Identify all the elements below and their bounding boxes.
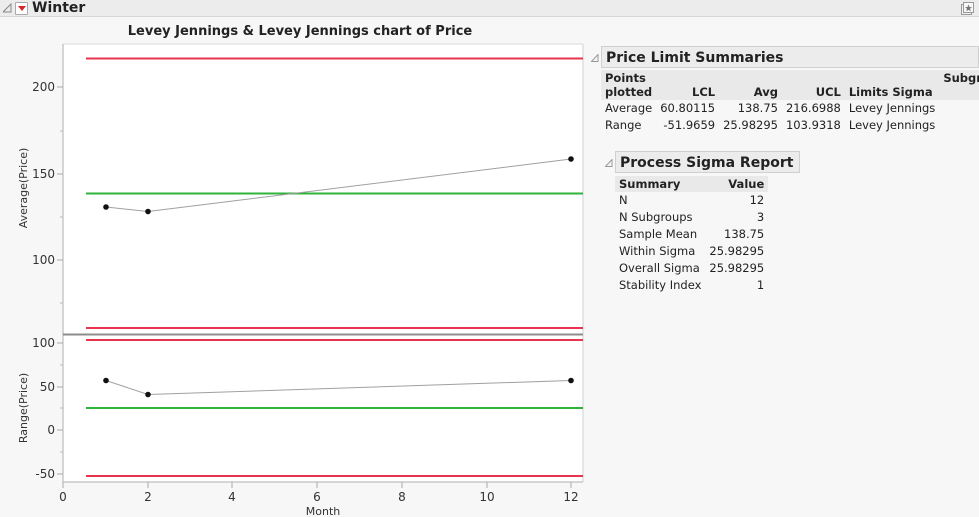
lower-ytick-100: 100 [32,336,55,350]
table-row: N Subgroups 3 [615,209,768,226]
cell-lcl: -51.9659 [663,118,716,132]
col-header-points-plotted: Points plotted [601,70,657,100]
outline-title: Winter [32,0,86,16]
xtick-0: 0 [59,490,67,504]
sigma-report-table: Summary Value N 12 N Subgroups 3 Sample Me… [615,176,769,294]
red-triangle-menu-icon[interactable] [15,2,28,15]
lower-data-point[interactable] [568,377,574,384]
upper-ytick-100: 100 [32,253,55,267]
upper-ytick-200: 200 [32,80,55,94]
upper-y-axis-label: Average(Price) [17,148,30,229]
limit-summaries-header[interactable]: Price Limit Summaries [591,46,979,68]
table-row: Average 60.80115 138.75 216.6988 Levey J… [601,100,979,117]
cell-value: 3 [756,210,765,224]
xtick-10: 10 [479,490,494,504]
lower-data-point[interactable] [103,377,109,384]
cell-lcl: 60.80115 [660,101,716,115]
cell-limits-sigma: Levey Jennings [848,101,936,115]
table-row: Sample Mean 138.75 [615,226,768,243]
lower-y-axis-label: Range(Price) [17,373,30,443]
table-row: Stability Index 1 [615,277,768,294]
x-axis: 0 2 4 6 8 10 12 Month [59,482,579,517]
chart-title: Levey Jennings & Levey Jennings chart of… [127,24,473,39]
xtick-4: 4 [228,490,236,504]
lower-ytick-neg50: -50 [35,467,55,481]
col-header-summary: Summary [615,176,706,192]
xtick-8: 8 [398,490,406,504]
cell-value: 138.75 [724,227,765,241]
xtick-6: 6 [313,490,321,504]
upper-data-point[interactable] [145,208,151,215]
table-header-row: Summary Value [615,176,769,192]
cell-ucl: 216.6988 [785,101,841,115]
lower-data-point[interactable] [145,391,151,398]
disclosure-triangle-icon[interactable] [605,159,613,167]
table-header-row: Points plotted LCL Avg UCL Limits Sigma S… [601,70,979,100]
upper-data-point[interactable] [103,204,109,210]
x-axis-label: Month [306,505,341,517]
sigma-report-header[interactable]: Process Sigma Report [605,151,801,173]
cell-subgroup-size: 4 [939,117,979,134]
cell-value: 12 [749,193,765,207]
cell-value: 1 [756,278,765,292]
cell-summary: Within Sigma [619,244,696,258]
upper-data-point[interactable] [568,156,574,162]
limit-summaries-section: Price Limit Summaries Points plotted LCL … [591,46,979,134]
control-chart: 200 150 100 Average(Price) 100 50 0 -50 … [17,43,584,517]
sigma-report-section: Process Sigma Report Summary Value N 12 N… [605,151,801,294]
limit-summaries-table: Points plotted LCL Avg UCL Limits Sigma S… [601,70,979,134]
lower-y-axis: 100 50 0 -50 Range(Price) [17,336,63,481]
cell-points-plotted: Range [605,118,642,132]
upper-ytick-150: 150 [32,167,55,181]
cell-summary: Overall Sigma [619,261,700,275]
cell-avg: 25.98295 [723,118,778,132]
cell-limits-sigma: Levey Jennings [848,118,936,132]
col-header-subgroup-size: SubgroupSize [939,70,979,100]
lower-ytick-50: 50 [40,380,55,394]
cell-summary: N Subgroups [619,210,693,224]
col-header-value: Value [705,176,769,192]
cell-value: 25.98295 [709,261,765,275]
xtick-12: 12 [563,490,578,504]
table-row: N 12 [615,192,768,209]
cell-summary: Stability Index [619,278,702,292]
limit-summaries-title: Price Limit Summaries [606,50,784,66]
cell-ucl: 103.9318 [785,118,841,132]
cell-avg: 138.75 [737,101,778,115]
disclosure-triangle-icon[interactable] [591,54,599,62]
cell-points-plotted: Average [605,101,653,115]
cell-value: 25.98295 [709,244,765,258]
col-header-avg: Avg [719,70,782,100]
cell-summary: Sample Mean [619,227,698,241]
xtick-2: 2 [144,490,152,504]
table-row: Overall Sigma 25.98295 [615,260,768,277]
upper-y-axis: 200 150 100 Average(Price) [17,80,63,304]
outline-header: Winter [0,0,979,17]
col-header-ucl: UCL [781,70,845,100]
disclosure-triangle-icon[interactable] [3,3,12,13]
lower-ytick-0: 0 [47,423,55,437]
table-row: Range -51.9659 25.98295 103.9318 Levey J… [601,117,979,134]
window-restore-icon[interactable] [960,1,975,16]
col-header-lcl: LCL [656,70,720,100]
sigma-report-title: Process Sigma Report [620,155,794,171]
table-row: Within Sigma 25.98295 [615,243,768,260]
cell-subgroup-size: 4 [939,100,979,117]
col-header-limits-sigma: Limits Sigma [844,70,940,100]
upper-plot-area [63,44,583,334]
cell-summary: N [619,193,628,207]
